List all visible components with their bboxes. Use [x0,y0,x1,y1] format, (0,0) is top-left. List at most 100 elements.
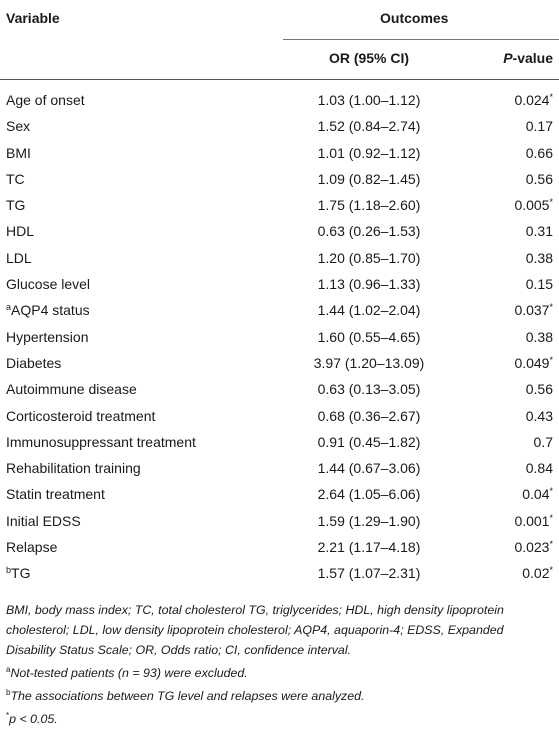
row-variable: Immunosuppressant treatment [6,434,196,450]
row-variable: Corticosteroid treatment [6,408,155,424]
row-variable-text: Corticosteroid treatment [6,407,156,424]
row-variable: HDL [6,223,34,239]
row-variable-footnote-mark: b [6,565,12,576]
row-p-value: 0.023* [514,539,553,555]
row-p-value-text: 0.38 [525,328,553,345]
row-variable: aAQP4 status [6,302,90,318]
table-row: Corticosteroid treatment 0.68 (0.36–2.67)… [0,404,559,430]
row-p-value: 0.005* [514,197,553,213]
table-row: HDL 0.63 (0.26–1.53) 0.31 [0,219,559,245]
row-variable-text: Relapse [6,539,58,556]
row-or-ci: 0.63 (0.13–3.05) [317,381,421,398]
row-variable-text: Initial EDSS [6,512,81,529]
row-variable-text: AQP4 status [11,302,90,319]
table-row: LDL 1.20 (0.85–1.70) 0.38 [0,246,559,272]
table-row: bTG 1.57 (1.07–2.31) 0.02* [0,561,559,587]
footnote-a-mark: a [6,665,11,674]
row-variable: Hypertension [6,329,89,345]
row-p-value-text: 0.005 [514,197,550,214]
header-variable: Variable [6,10,60,26]
row-p-value: 0.84 [526,460,553,476]
header-or-ci: OR (95% CI) [328,50,410,66]
table-row: Initial EDSS 1.59 (1.29–1.90) 0.001* [0,509,559,535]
row-or-ci: 0.91 (0.45–1.82) [317,433,421,450]
row-or-ci: 1.60 (0.55–4.65) [317,328,421,345]
footnote-star: *p < 0.05. [6,706,554,729]
row-or-ci: 1.52 (0.84–2.74) [317,118,421,135]
row-variable-text: Autoimmune disease [6,381,137,398]
row-p-value: 0.38 [526,250,553,266]
row-or-ci: 1.57 (1.07–2.31) [317,565,421,582]
table-row: Relapse 2.21 (1.17–4.18) 0.023* [0,535,559,561]
footnote-a: aNot-tested patients (n = 93) were exclu… [6,660,554,683]
table-row: Sex 1.52 (0.84–2.74) 0.17 [0,114,559,140]
row-variable: Age of onset [6,92,85,108]
row-significance-mark: * [549,565,553,576]
table-row: Statin treatment 2.64 (1.05–6.06) 0.04* [0,482,559,508]
row-or-ci: 1.75 (1.18–2.60) [317,197,421,214]
table-row: TC 1.09 (0.82–1.45) 0.56 [0,167,559,193]
header-p-value: P-value [503,50,553,66]
row-variable: bTG [6,565,30,581]
table-row: Glucose level 1.13 (0.96–1.33) 0.15 [0,272,559,298]
header-outcomes: Outcomes [380,10,449,26]
row-p-value: 0.17 [526,118,553,134]
header-row-top: Variable Outcomes [0,0,559,40]
row-p-value: 0.7 [534,434,553,450]
row-or-ci: 2.21 (1.17–4.18) [317,539,421,556]
row-variable: Rehabilitation training [6,460,141,476]
row-or-ci: 1.09 (0.82–1.45) [317,170,421,187]
header-p-italic: P [503,50,513,66]
row-p-value: 0.001* [514,513,553,529]
row-p-value: 0.049* [514,355,553,371]
row-or-ci: 0.68 (0.36–2.67) [317,407,421,424]
row-variable-text: Sex [6,118,31,135]
footnote-b-text: The associations between TG level and re… [10,689,365,703]
footnote-star-text: p < 0.05. [9,712,58,726]
row-variable: Autoimmune disease [6,381,137,397]
row-p-value-text: 0.31 [525,223,553,240]
row-variable-footnote-mark: a [6,302,12,313]
header-row-bottom: OR (95% CI) P-value [0,40,559,80]
row-variable: TC [6,171,25,187]
row-p-value-text: 0.56 [525,170,553,187]
row-variable-text: BMI [6,144,31,161]
row-or-ci: 1.01 (0.92–1.12) [317,144,421,161]
row-variable-text: Glucose level [6,276,91,293]
footnote-abbreviations: BMI, body mass index; TC, total choleste… [6,603,504,657]
row-or-ci: 0.63 (0.26–1.53) [317,223,421,240]
row-variable-text: Rehabilitation training [6,460,141,477]
row-variable-text: LDL [6,249,32,266]
row-p-value-text: 0.024 [514,92,550,108]
table-row: BMI 1.01 (0.92–1.12) 0.66 [0,141,559,167]
row-p-value-text: 0.15 [525,276,553,293]
row-p-value: 0.15 [526,276,553,292]
row-variable-text: TG [11,565,31,582]
row-p-value-text: 0.001 [514,512,550,529]
row-variable: TG [6,197,25,213]
row-p-value: 0.56 [526,171,553,187]
row-p-value: 0.43 [526,408,553,424]
row-p-value: 0.04* [522,486,553,502]
row-variable: LDL [6,250,32,266]
row-p-value: 0.024* [514,92,553,108]
table-row: TG 1.75 (1.18–2.60) 0.005* [0,193,559,219]
table-body: Age of onset 1.03 (1.00–1.12) 0.024* Sex 1.5… [0,88,559,588]
row-variable-text: Age of onset [6,92,85,108]
row-p-value: 0.31 [526,223,553,239]
row-significance-mark: * [549,539,553,550]
table-row: Autoimmune disease 0.63 (0.13–3.05) 0.56 [0,377,559,403]
footnote-a-text: Not-tested patients (n = 93) were exclud… [10,666,248,680]
table-row: Diabetes 3.97 (1.20–13.09) 0.049* [0,351,559,377]
row-p-value-text: 0.66 [525,144,553,161]
row-p-value-text: 0.049 [514,354,550,371]
row-variable: BMI [6,145,31,161]
row-p-value-text: 0.56 [525,381,553,398]
table-row: Immunosuppressant treatment 0.91 (0.45–1.… [0,430,559,456]
row-p-value-text: 0.7 [533,433,553,450]
row-variable: Initial EDSS [6,513,81,529]
row-variable-text: TC [6,170,25,187]
row-p-value-text: 0.023 [514,539,550,556]
footnote-star-mark: * [6,711,10,720]
row-or-ci: 1.44 (0.67–3.06) [317,460,421,477]
